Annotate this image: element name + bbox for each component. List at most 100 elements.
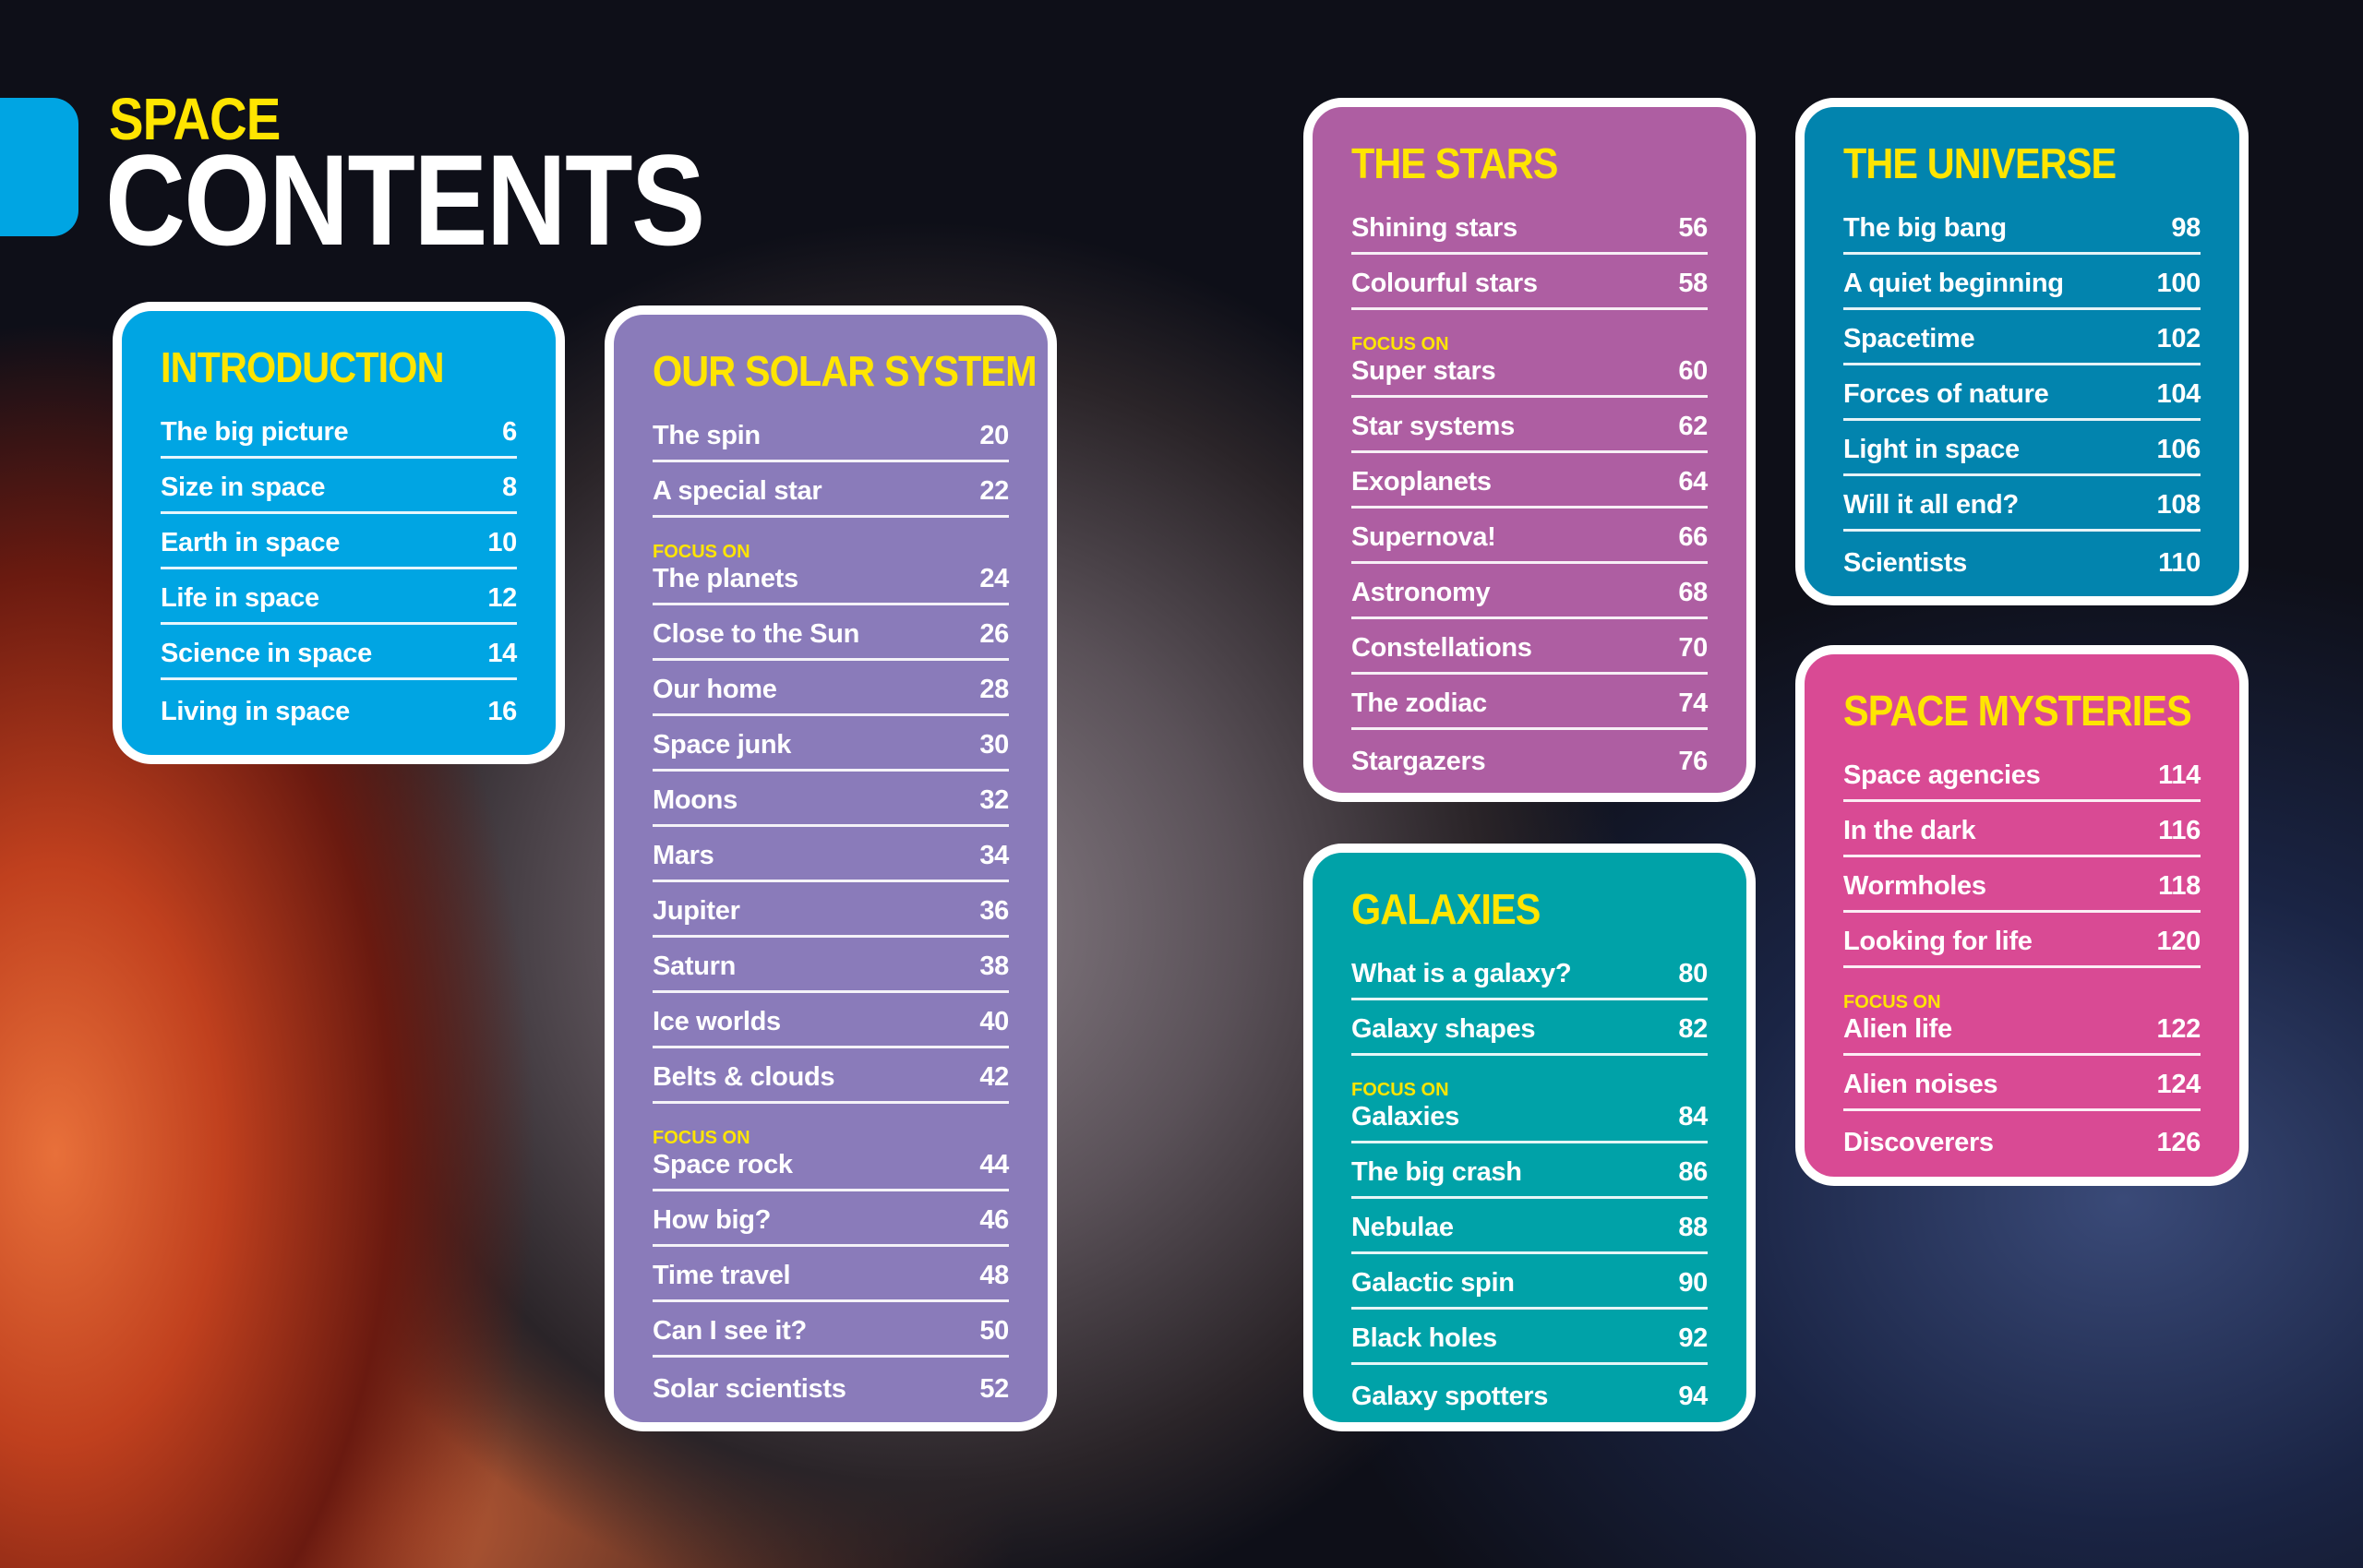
entry-title: Mars <box>653 841 714 870</box>
contents-entry[interactable]: Moons 32 <box>653 773 1009 827</box>
contents-entry[interactable]: The big picture 6 <box>161 405 517 459</box>
contents-entry[interactable]: Looking for life 120 <box>1843 915 2201 968</box>
entry-title: Forces of nature <box>1843 379 2049 409</box>
contents-entry[interactable]: Scientists 110 <box>1843 533 2201 587</box>
contents-entry[interactable]: Forces of nature 104 <box>1843 367 2201 421</box>
contents-entry[interactable]: Time travel 48 <box>653 1249 1009 1302</box>
contents-entry[interactable]: Space agencies 114 <box>1843 748 2201 802</box>
contents-entry[interactable]: FOCUS ON The planets 24 <box>653 520 1009 605</box>
entry-title: Galaxy shapes <box>1351 1014 1536 1044</box>
contents-entry[interactable]: Wormholes 118 <box>1843 859 2201 913</box>
entry-page-number: 80 <box>1678 959 1708 988</box>
entry-page-number: 48 <box>979 1261 1009 1290</box>
contents-entry[interactable]: A quiet beginning 100 <box>1843 257 2201 310</box>
entry-title: Constellations <box>1351 633 1532 663</box>
entry-label-group: Jupiter <box>653 896 740 927</box>
contents-entry[interactable]: FOCUS ON Galaxies 84 <box>1351 1058 1708 1143</box>
entry-title: The spin <box>653 421 761 450</box>
contents-entry[interactable]: Light in space 106 <box>1843 423 2201 476</box>
contents-entry[interactable]: Ice worlds 40 <box>653 995 1009 1048</box>
entry-title: The big picture <box>161 417 349 447</box>
contents-entry[interactable]: Spacetime 102 <box>1843 312 2201 365</box>
contents-entry[interactable]: Colourful stars 58 <box>1351 257 1708 310</box>
contents-entry[interactable]: Jupiter 36 <box>653 884 1009 938</box>
contents-entry[interactable]: Nebulae 88 <box>1351 1201 1708 1254</box>
contents-entry[interactable]: Living in space 16 <box>161 682 517 736</box>
entry-title: Space agencies <box>1843 760 2041 790</box>
entry-title: Exoplanets <box>1351 467 1492 497</box>
contents-entry[interactable]: FOCUS ON Alien life 122 <box>1843 970 2201 1056</box>
entry-title: Colourful stars <box>1351 269 1538 298</box>
entry-label-group: Space agencies <box>1843 760 2041 791</box>
contents-entry[interactable]: Supernova! 66 <box>1351 510 1708 564</box>
contents-entry[interactable]: Shining stars 56 <box>1351 201 1708 255</box>
contents-entry[interactable]: Galactic spin 90 <box>1351 1256 1708 1310</box>
focus-on-tag: FOCUS ON <box>1351 334 1449 354</box>
contents-entry[interactable]: The big crash 86 <box>1351 1145 1708 1199</box>
entry-page-number: 30 <box>979 730 1009 760</box>
contents-entry[interactable]: Saturn 38 <box>653 940 1009 993</box>
entry-title: A quiet beginning <box>1843 269 2064 298</box>
entry-title: Will it all end? <box>1843 490 2019 520</box>
contents-entry[interactable]: Belts & clouds 42 <box>653 1050 1009 1104</box>
contents-entry[interactable]: Exoplanets 64 <box>1351 455 1708 509</box>
entry-title: Supernova! <box>1351 522 1496 552</box>
entry-title: Stargazers <box>1351 747 1486 776</box>
entry-page-number: 32 <box>979 785 1009 815</box>
contents-entry[interactable]: Life in space 12 <box>161 571 517 625</box>
entry-page-number: 8 <box>502 473 517 502</box>
contents-entry[interactable]: How big? 46 <box>653 1193 1009 1247</box>
contents-entry[interactable]: Will it all end? 108 <box>1843 478 2201 532</box>
contents-entry[interactable]: The spin 20 <box>653 409 1009 462</box>
contents-entry[interactable]: Astronomy 68 <box>1351 566 1708 619</box>
entry-page-number: 50 <box>979 1316 1009 1346</box>
contents-entry[interactable]: FOCUS ON Super stars 60 <box>1351 312 1708 398</box>
entry-title: Jupiter <box>653 896 740 926</box>
contents-entry[interactable]: Alien noises 124 <box>1843 1058 2201 1111</box>
contents-entry[interactable]: Galaxy spotters 94 <box>1351 1367 1708 1420</box>
contents-entry[interactable]: Star systems 62 <box>1351 400 1708 453</box>
entry-title: Space rock <box>653 1150 793 1179</box>
contents-entry[interactable]: Earth in space 10 <box>161 516 517 569</box>
contents-entry[interactable]: In the dark 116 <box>1843 804 2201 857</box>
entry-page-number: 102 <box>2156 324 2201 353</box>
entry-title: Alien life <box>1843 1014 1952 1044</box>
section-title: INTRODUCTION <box>161 343 444 391</box>
contents-entry[interactable]: Discoverers 126 <box>1843 1113 2201 1167</box>
contents-entry[interactable]: Science in space 14 <box>161 627 517 680</box>
entry-title: Light in space <box>1843 435 2020 464</box>
contents-entry[interactable]: Close to the Sun 26 <box>653 607 1009 661</box>
contents-entry[interactable]: FOCUS ON Space rock 44 <box>653 1106 1009 1191</box>
contents-entry[interactable]: A special star 22 <box>653 464 1009 518</box>
contents-entry[interactable]: Size in space 8 <box>161 461 517 514</box>
entry-title: Alien noises <box>1843 1070 1998 1099</box>
entry-label-group: Looking for life <box>1843 927 2033 957</box>
entry-label-group: Living in space <box>161 697 350 727</box>
entry-label-group: Scientists <box>1843 548 1967 579</box>
contents-entry[interactable]: Mars 34 <box>653 829 1009 882</box>
entry-label-group: Galactic spin <box>1351 1268 1515 1299</box>
entry-label-group: FOCUS ON Space rock <box>653 1128 793 1180</box>
section-galaxies: GALAXIES What is a galaxy? 80 Galaxy shapes… <box>1303 844 1756 1431</box>
contents-entry[interactable]: Stargazers 76 <box>1351 732 1708 785</box>
entry-title: Shining stars <box>1351 213 1517 243</box>
contents-entry[interactable]: Our home 28 <box>653 663 1009 716</box>
contents-entry[interactable]: What is a galaxy? 80 <box>1351 947 1708 1000</box>
contents-entry[interactable]: Solar scientists 52 <box>653 1359 1009 1413</box>
entry-title: Nebulae <box>1351 1213 1454 1242</box>
entry-title: In the dark <box>1843 816 1976 845</box>
entry-label-group: FOCUS ON Galaxies <box>1351 1080 1459 1132</box>
entry-page-number: 86 <box>1678 1157 1708 1187</box>
entry-page-number: 22 <box>979 476 1009 506</box>
contents-entry[interactable]: Can I see it? 50 <box>653 1304 1009 1358</box>
contents-entry[interactable]: Black holes 92 <box>1351 1311 1708 1365</box>
entry-label-group: A quiet beginning <box>1843 269 2064 299</box>
entry-label-group: The big crash <box>1351 1157 1522 1188</box>
contents-entry[interactable]: Galaxy shapes 82 <box>1351 1002 1708 1056</box>
contents-entry[interactable]: Constellations 70 <box>1351 621 1708 675</box>
contents-entry[interactable]: The big bang 98 <box>1843 201 2201 255</box>
contents-entry[interactable]: The zodiac 74 <box>1351 676 1708 730</box>
entry-page-number: 34 <box>979 841 1009 870</box>
contents-entry[interactable]: Space junk 30 <box>653 718 1009 772</box>
section-title: THE UNIVERSE <box>1843 139 2117 187</box>
